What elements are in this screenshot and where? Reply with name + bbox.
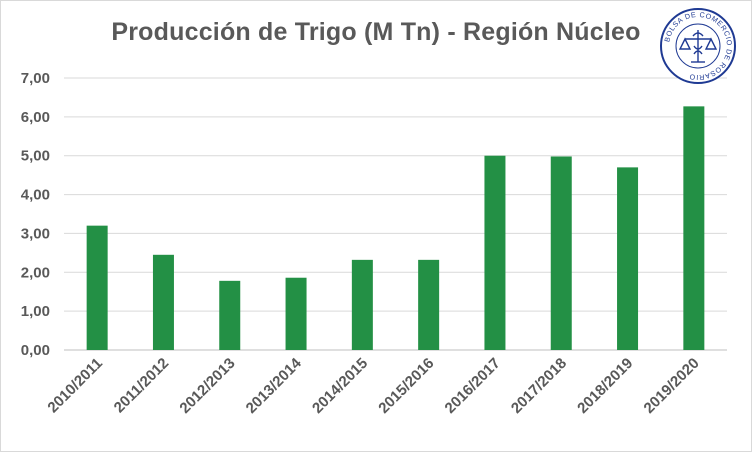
bar	[550, 156, 572, 350]
y-axis-ticks: 0,00 1,00 2,00 3,00 4,00 5,00 6,00 7,00	[21, 70, 50, 359]
bar	[418, 259, 440, 350]
y-tick-label: 1,00	[21, 303, 50, 320]
bar	[86, 225, 108, 350]
bar	[285, 277, 307, 350]
y-tick-label: 2,00	[21, 264, 50, 281]
bar	[484, 155, 506, 350]
x-tick-label: 2019/2020	[641, 355, 703, 417]
x-tick-label: 2016/2017	[442, 355, 504, 417]
y-tick-label: 0,00	[21, 342, 50, 359]
y-tick-label: 4,00	[21, 187, 50, 204]
bar	[683, 106, 705, 350]
bar	[351, 259, 373, 350]
x-tick-label: 2012/2013	[176, 355, 238, 417]
x-axis-ticks: 2010/2011 2011/2012 2012/2013 2013/2014 2014…	[44, 354, 702, 417]
x-tick-label: 2014/2015	[309, 355, 371, 417]
x-tick-label: 2011/2012	[111, 355, 173, 417]
x-tick-label: 2013/2014	[243, 354, 306, 417]
bar	[219, 280, 241, 350]
bolsa-comercio-rosario-logo: BOLSA DE COMERCIO DE ROSARIO	[660, 8, 736, 84]
y-tick-label: 6,00	[21, 109, 50, 126]
y-tick-label: 5,00	[21, 148, 50, 165]
y-tick-label: 3,00	[21, 225, 50, 242]
x-tick-label: 2015/2016	[375, 355, 437, 417]
gridlines	[64, 77, 727, 351]
chart-title: Producción de Trigo (M Tn) - Región Núcl…	[111, 18, 641, 46]
y-tick-label: 7,00	[21, 70, 50, 87]
bar	[617, 167, 639, 350]
x-tick-label: 2010/2011	[44, 355, 106, 417]
x-tick-label: 2018/2019	[574, 355, 636, 417]
x-tick-label: 2017/2018	[508, 355, 570, 417]
bar	[152, 254, 174, 350]
bars	[86, 106, 705, 350]
